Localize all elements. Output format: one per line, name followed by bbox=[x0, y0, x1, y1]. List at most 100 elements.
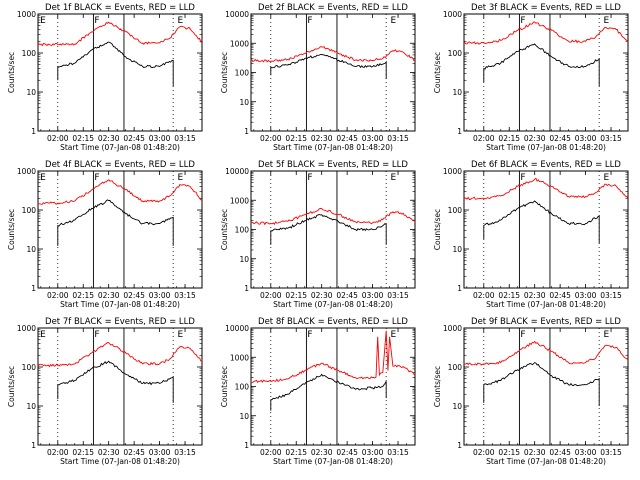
chart-panel-9: Det 9f BLACK = Events, RED = LLD 1 10 100 10… bbox=[433, 317, 629, 466]
x-tick-label: 03:00 bbox=[575, 448, 597, 457]
x-axis-label: Start Time (07-Jan-08 01:48:20) bbox=[60, 143, 180, 152]
y-axis-label: Counts/sec bbox=[433, 52, 442, 93]
y-axis-label: Counts/sec bbox=[220, 366, 229, 407]
y-tick-label: 100 bbox=[22, 206, 37, 215]
y-axis-label: Counts/sec bbox=[7, 366, 16, 407]
y-axis-label: Counts/sec bbox=[7, 52, 16, 93]
x-tick-label: 03:00 bbox=[149, 134, 171, 143]
x-tick-label: 02:45 bbox=[336, 448, 358, 457]
y-tick-label: 1 bbox=[31, 284, 36, 293]
y-tick-label: 1000 bbox=[17, 324, 36, 333]
lld-series-line bbox=[250, 330, 416, 383]
x-tick-label: 02:30 bbox=[98, 134, 120, 143]
x-axis-label: Start Time (07-Jan-08 01:48:20) bbox=[486, 457, 606, 466]
x-tick-label: 03:00 bbox=[149, 291, 171, 300]
marker-label: F bbox=[307, 330, 312, 340]
events-series-line bbox=[57, 360, 174, 403]
marker-label: E bbox=[391, 16, 397, 26]
chart-title: Det 7f BLACK = Events, RED = LLD bbox=[45, 317, 195, 327]
marker-label: E bbox=[40, 173, 46, 183]
y-tick-label: 1000 bbox=[230, 353, 249, 362]
y-tick-label: 10 bbox=[26, 88, 36, 97]
chart-title: Det 6f BLACK = Events, RED = LLD bbox=[471, 160, 621, 170]
y-tick-label: 1000 bbox=[17, 167, 36, 176]
y-axis-label: Counts/sec bbox=[433, 209, 442, 250]
lld-series-line bbox=[37, 21, 203, 47]
x-tick-label: 02:15 bbox=[285, 448, 307, 457]
chart-panel-5: Det 5f BLACK = Events, RED = LLD 1 10 100 10… bbox=[220, 160, 416, 309]
x-tick-label: 02:15 bbox=[498, 291, 520, 300]
x-tick-label: 02:30 bbox=[98, 291, 120, 300]
x-tick-label: 02:15 bbox=[498, 448, 520, 457]
x-tick-label: 02:45 bbox=[549, 448, 571, 457]
x-axis-label: Start Time (07-Jan-08 01:48:20) bbox=[273, 457, 393, 466]
x-tick-label: 03:15 bbox=[174, 134, 196, 143]
y-tick-label: 10 bbox=[26, 245, 36, 254]
x-tick-label: 03:00 bbox=[362, 448, 384, 457]
marker-label: E bbox=[604, 173, 610, 183]
x-axis-label: Start Time (07-Jan-08 01:48:20) bbox=[486, 300, 606, 309]
y-tick-label: 1000 bbox=[443, 324, 462, 333]
plot-frame bbox=[37, 170, 203, 289]
x-tick-label: 02:15 bbox=[498, 134, 520, 143]
x-axis-label: Start Time (07-Jan-08 01:48:20) bbox=[273, 143, 393, 152]
x-tick-label: 03:15 bbox=[600, 448, 622, 457]
events-series-line bbox=[270, 214, 387, 245]
lld-series-line bbox=[463, 177, 629, 200]
marker-label: E bbox=[40, 16, 46, 26]
y-axis-label: Counts/sec bbox=[220, 209, 229, 250]
marker-label: F bbox=[94, 173, 99, 183]
y-tick-label: 10000 bbox=[225, 324, 249, 333]
x-tick-label: 02:15 bbox=[72, 134, 94, 143]
x-tick-label: 02:00 bbox=[473, 134, 495, 143]
y-tick-label: 100 bbox=[448, 363, 463, 372]
y-tick-label: 10 bbox=[26, 402, 36, 411]
x-tick-label: 03:15 bbox=[600, 291, 622, 300]
x-tick-label: 02:30 bbox=[524, 291, 546, 300]
marker-label: F bbox=[94, 16, 99, 26]
chart-panel-4: Det 4f BLACK = Events, RED = LLD 1 10 100 10… bbox=[7, 160, 203, 309]
x-tick-label: 02:30 bbox=[98, 448, 120, 457]
y-tick-label: 10 bbox=[452, 245, 462, 254]
lld-series-line bbox=[37, 342, 203, 368]
marker-label: E bbox=[178, 330, 184, 340]
y-tick-label: 1 bbox=[457, 284, 462, 293]
x-tick-label: 03:15 bbox=[174, 448, 196, 457]
plot-frame bbox=[250, 13, 416, 132]
x-tick-label: 03:00 bbox=[575, 291, 597, 300]
marker-label: E bbox=[391, 173, 397, 183]
y-axis-label: Counts/sec bbox=[433, 366, 442, 407]
x-tick-label: 02:30 bbox=[524, 448, 546, 457]
x-tick-label: 02:00 bbox=[260, 134, 282, 143]
marker-label: F bbox=[520, 173, 525, 183]
x-tick-label: 02:00 bbox=[47, 448, 69, 457]
events-series-line bbox=[483, 200, 600, 244]
x-tick-label: 02:45 bbox=[549, 291, 571, 300]
x-axis-label: Start Time (07-Jan-08 01:48:20) bbox=[273, 300, 393, 309]
y-tick-label: 1000 bbox=[230, 196, 249, 205]
marker-label: E bbox=[178, 173, 184, 183]
x-tick-label: 02:00 bbox=[473, 448, 495, 457]
plot-frame bbox=[463, 170, 629, 289]
x-tick-label: 02:30 bbox=[311, 134, 333, 143]
y-tick-label: 100 bbox=[22, 49, 37, 58]
plot-frame bbox=[463, 13, 629, 132]
marker-label: F bbox=[307, 173, 312, 183]
marker-label: F bbox=[94, 330, 99, 340]
events-series-line bbox=[483, 43, 600, 87]
x-tick-label: 02:45 bbox=[336, 291, 358, 300]
x-axis-label: Start Time (07-Jan-08 01:48:20) bbox=[60, 300, 180, 309]
chart-title: Det 4f BLACK = Events, RED = LLD bbox=[45, 160, 195, 170]
x-tick-label: 03:00 bbox=[575, 134, 597, 143]
x-tick-label: 03:15 bbox=[174, 291, 196, 300]
x-tick-label: 02:30 bbox=[311, 291, 333, 300]
lld-series-line bbox=[250, 46, 416, 63]
lld-series-line bbox=[250, 207, 416, 226]
y-tick-label: 10 bbox=[239, 255, 249, 264]
y-tick-label: 10 bbox=[239, 98, 249, 107]
x-tick-label: 02:45 bbox=[123, 291, 145, 300]
chart-panel-1: Det 1f BLACK = Events, RED = LLD 1 10 100 10… bbox=[7, 3, 203, 152]
chart-panel-8: Det 8f BLACK = Events, RED = LLD 1 10 100 10… bbox=[220, 317, 416, 466]
lld-series-line bbox=[463, 21, 629, 45]
